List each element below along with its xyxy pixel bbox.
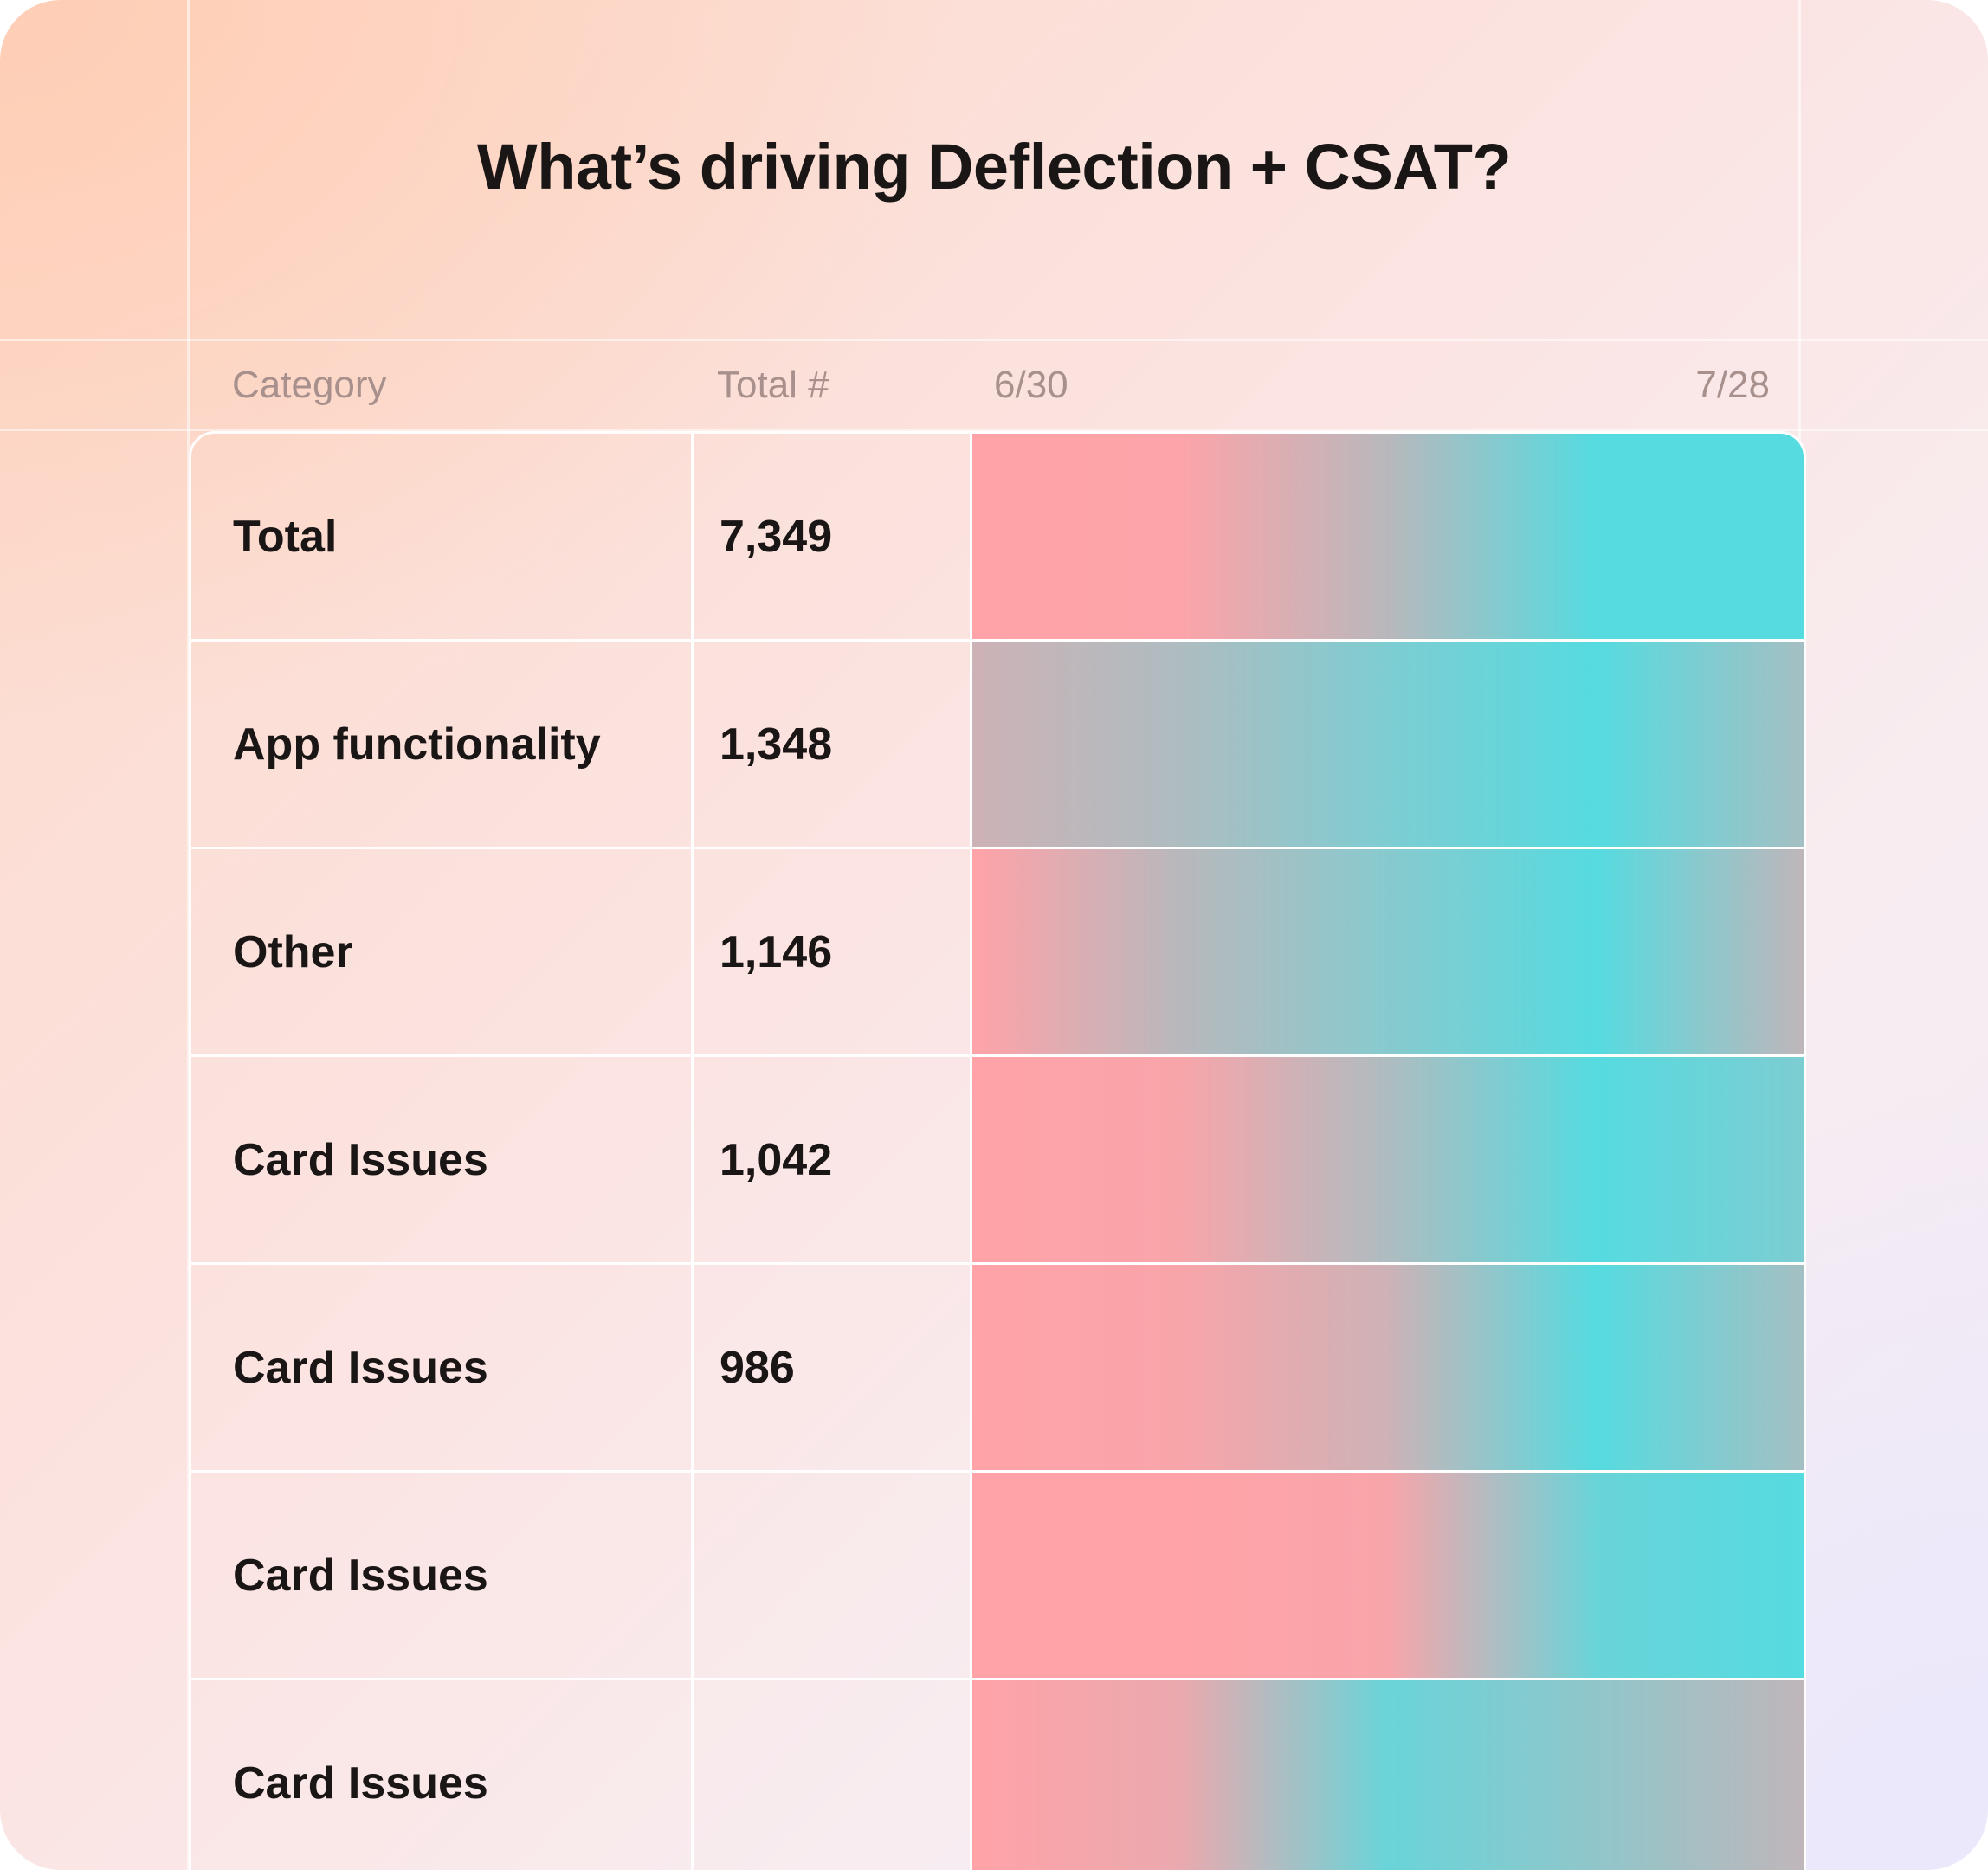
total-cell: 986: [720, 1342, 795, 1393]
table-row[interactable]: Card Issues 1,042: [191, 1057, 1804, 1265]
chart-title: What’s driving Deflection + CSAT?: [476, 131, 1512, 203]
total-cell: 1,146: [720, 926, 833, 977]
category-cell: Card Issues: [233, 1550, 488, 1601]
table-row[interactable]: App functionality 1,348: [191, 642, 1804, 849]
trend-heat-bar: [972, 642, 1804, 847]
column-divider: [970, 434, 972, 1870]
trend-heat-bar: [972, 1057, 1804, 1262]
category-cell: Card Issues: [233, 1757, 488, 1809]
header-total: Total #: [717, 364, 829, 406]
trend-heat-bar: [972, 1680, 1804, 1870]
table-row[interactable]: Card Issues: [191, 1680, 1804, 1870]
data-table: Total 7,349 App functionality 1,348 Other 1,1…: [189, 431, 1806, 1870]
table-row[interactable]: Other 1,146: [191, 849, 1804, 1057]
trend-heat-bar: [972, 1265, 1804, 1470]
guide-line: [187, 0, 190, 1870]
category-cell: Card Issues: [233, 1342, 488, 1393]
category-cell: App functionality: [233, 719, 601, 770]
category-cell: Card Issues: [233, 1134, 488, 1185]
category-cell: Total: [233, 511, 338, 562]
category-cell: Other: [233, 926, 353, 977]
table-row[interactable]: Card Issues 986: [191, 1265, 1804, 1473]
trend-heat-bar: [972, 849, 1804, 1054]
guide-line: [0, 339, 1988, 341]
header-start-date: 6/30: [994, 364, 1068, 406]
table-row[interactable]: Total 7,349: [191, 434, 1804, 642]
guide-line: [0, 429, 1988, 431]
header-end-date: 7/28: [1695, 364, 1770, 406]
trend-heat-bar: [972, 1473, 1804, 1678]
table-row[interactable]: Card Issues: [191, 1473, 1804, 1680]
total-cell: 7,349: [720, 511, 833, 562]
column-divider: [691, 434, 694, 1870]
trend-heat-bar: [972, 434, 1804, 639]
total-cell: 1,348: [720, 719, 833, 770]
header-category: Category: [232, 364, 387, 406]
total-cell: 1,042: [720, 1134, 833, 1185]
